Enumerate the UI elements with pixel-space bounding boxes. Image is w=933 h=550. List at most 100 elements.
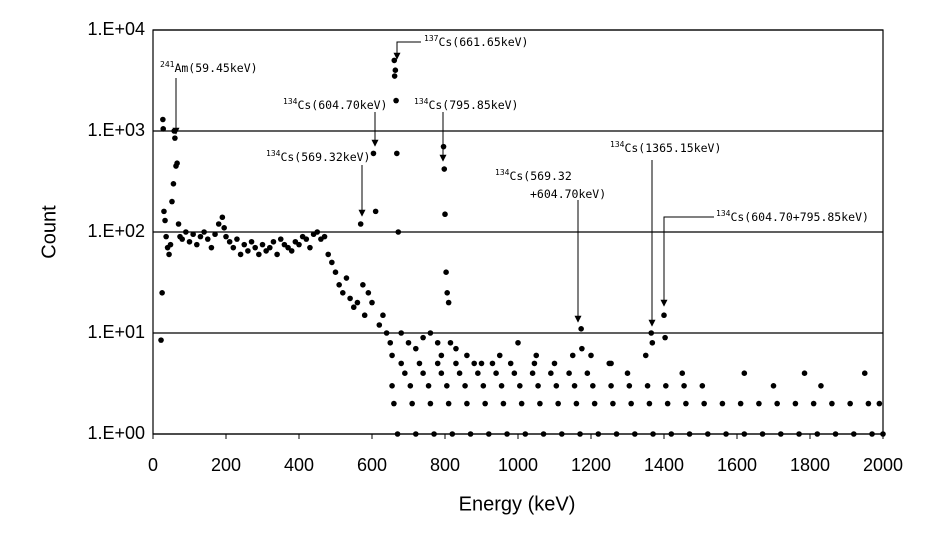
data-point (444, 383, 450, 389)
data-point (413, 431, 419, 437)
data-point (391, 400, 397, 407)
data-point (493, 370, 499, 376)
data-point (391, 57, 398, 64)
data-point (456, 370, 463, 376)
data-point (447, 339, 454, 346)
data-point (160, 126, 167, 132)
data-point (172, 135, 178, 141)
data-point (486, 431, 492, 437)
data-point (595, 431, 602, 437)
data-point (741, 431, 748, 437)
data-point (683, 400, 689, 407)
data-point (226, 238, 233, 245)
annotation-arrow (660, 216, 714, 307)
annotation-superscript: 134 (266, 149, 281, 158)
data-point (507, 360, 514, 367)
data-point (663, 383, 669, 389)
data-point (409, 400, 415, 407)
data-point (741, 370, 748, 376)
data-point (237, 251, 244, 258)
data-point (394, 150, 400, 157)
data-point (664, 400, 671, 407)
data-point (427, 330, 434, 336)
x-tick-label: 2000 (863, 455, 903, 475)
data-point (443, 269, 449, 275)
annotation-superscript: 241 (160, 60, 175, 69)
data-point (648, 330, 655, 336)
data-point (162, 217, 168, 224)
data-point (208, 244, 215, 251)
annotation: 134Cs(795.85keV) (414, 97, 518, 112)
data-point (489, 360, 496, 367)
data-point (449, 431, 456, 437)
data-point (679, 370, 686, 376)
data-point (500, 400, 507, 407)
data-point (369, 299, 375, 306)
y-axis-label: Count (38, 205, 60, 259)
annotation: 134Cs(604.70keV) (283, 97, 387, 112)
data-point (259, 241, 266, 248)
data-point (442, 211, 448, 218)
data-point (215, 221, 222, 227)
data-point (829, 400, 835, 407)
data-point (376, 322, 383, 328)
x-tick-label: 0 (148, 455, 158, 475)
data-point (413, 345, 419, 352)
data-point (504, 431, 510, 437)
data-point (453, 360, 459, 367)
data-point (644, 383, 651, 389)
data-point (398, 330, 405, 336)
data-point (201, 229, 207, 235)
annotation: 134Cs(569.32 (495, 168, 572, 183)
data-point (343, 275, 350, 281)
data-point (167, 241, 174, 248)
annotation-superscript: 134 (495, 168, 510, 177)
data-point (861, 370, 868, 376)
data-point (392, 67, 399, 73)
annotation-superscript: 134 (610, 140, 625, 149)
data-point (865, 400, 872, 407)
data-point (169, 198, 175, 205)
data-point (591, 400, 598, 407)
data-point (847, 400, 853, 407)
data-point (578, 326, 584, 332)
data-point (471, 360, 478, 367)
annotation: +604.70keV) (530, 187, 606, 201)
annotation-text: Cs(661.65keV) (438, 35, 528, 49)
data-point (190, 231, 196, 238)
data-point (372, 208, 379, 215)
data-point (851, 431, 857, 437)
data-point (285, 244, 291, 251)
data-point (540, 431, 547, 437)
data-point (498, 383, 505, 389)
data-point (467, 431, 474, 437)
annotation: 134Cs(604.70+795.85keV) (716, 209, 869, 224)
data-point (464, 352, 470, 359)
data-point (553, 383, 560, 389)
data-point (204, 236, 211, 242)
data-point (395, 229, 402, 235)
data-point (537, 400, 543, 407)
data-point (548, 370, 554, 376)
data-point (440, 143, 447, 150)
data-point (336, 282, 342, 288)
data-point (252, 244, 258, 251)
data-point (723, 431, 729, 437)
data-point (522, 431, 529, 437)
data-point (535, 383, 541, 389)
annotation-text: Cs(1365.15keV) (624, 141, 721, 155)
data-point (256, 251, 262, 258)
data-point (370, 150, 377, 157)
x-tick-label: 1400 (644, 455, 684, 475)
data-point (608, 383, 614, 389)
data-point (350, 304, 357, 311)
data-point (628, 400, 634, 407)
data-point (405, 339, 412, 346)
annotation-text: Cs(795.85keV) (428, 98, 518, 112)
data-point (416, 360, 423, 367)
data-point (668, 431, 675, 437)
data-point (566, 370, 572, 376)
data-point (555, 400, 561, 407)
data-point (832, 431, 839, 437)
